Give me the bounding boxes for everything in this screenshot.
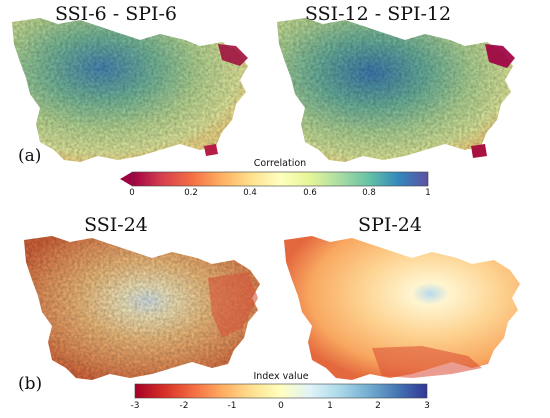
- index-tick: -2: [179, 401, 189, 411]
- correlation-tick: 1: [425, 188, 431, 198]
- map-title-ssi12-spi12: SSI-12 - SPI-12: [304, 3, 452, 25]
- colorbar-correlation: [120, 171, 429, 187]
- index-tick: 3: [424, 401, 430, 411]
- correlation-tick: 0: [129, 188, 135, 198]
- index-tick: 1: [327, 401, 333, 411]
- map-ssi12-spi12: [277, 18, 515, 162]
- map-ssi6-spi6: [12, 18, 248, 162]
- map-title-ssi24: SSI-24: [84, 214, 148, 236]
- colorbar-index-value: [134, 383, 428, 399]
- panel-label-a: (a): [18, 146, 42, 166]
- correlation-tick: 0.6: [303, 188, 317, 198]
- correlation-tick: 0.2: [184, 188, 198, 198]
- index-tick: 0: [278, 401, 284, 411]
- map-title-ssi6-spi6: SSI-6 - SPI-6: [54, 3, 178, 25]
- correlation-tick: 0.8: [362, 188, 376, 198]
- index-tick: -1: [227, 401, 237, 411]
- panel-label-b: (b): [18, 374, 43, 394]
- colorbar-correlation-title: Correlation: [253, 158, 307, 169]
- correlation-tick: 0.4: [243, 188, 257, 198]
- colorbar-index-title: Index value: [253, 371, 309, 382]
- map-ssi24: [24, 236, 260, 380]
- map-spi24: [284, 236, 520, 380]
- index-tick: -3: [130, 401, 140, 411]
- index-tick: 2: [375, 401, 381, 411]
- map-title-spi24: SPI-24: [358, 214, 422, 236]
